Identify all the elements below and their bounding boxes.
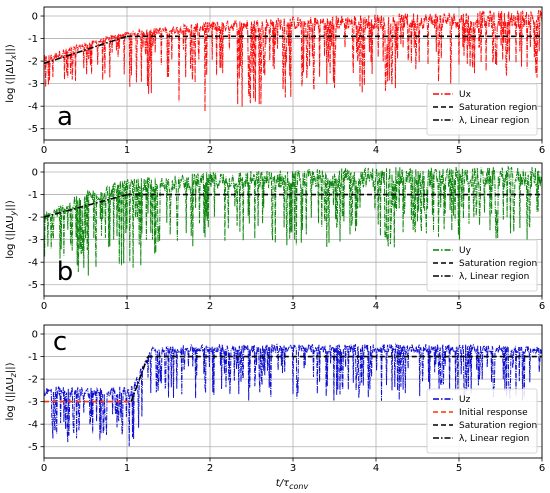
x-tick-label: 4 bbox=[373, 463, 379, 474]
chart-panel-b: 0 1 2 3 4 5 6 0 -1 -2 -3 -4 -5 log (||ΔUy||) b Uy Satura… bbox=[5, 162, 545, 312]
plot-area bbox=[44, 165, 542, 276]
x-tick-label: 6 bbox=[539, 301, 545, 312]
y-tick-label: -3 bbox=[28, 235, 38, 246]
x-tick-label: 5 bbox=[456, 301, 462, 312]
x-tick-label: 2 bbox=[207, 463, 213, 474]
x-tick-label: 6 bbox=[539, 463, 545, 474]
series-uy-line bbox=[44, 165, 542, 276]
series-line bbox=[44, 35, 128, 65]
legend-box bbox=[426, 83, 538, 136]
series-line bbox=[44, 193, 128, 218]
y-tick-label: -1 bbox=[28, 34, 38, 45]
series-ux-line bbox=[44, 10, 542, 112]
y-tick-label: -4 bbox=[28, 258, 38, 269]
legend-box bbox=[426, 239, 538, 292]
y-tick-label: -5 bbox=[28, 124, 38, 135]
x-tick-label: 6 bbox=[539, 145, 545, 156]
x-tick-label: 3 bbox=[290, 301, 296, 312]
legend-label: λ, Linear region bbox=[459, 272, 529, 282]
legend-label: Initial response bbox=[459, 408, 528, 418]
x-tick-label: 0 bbox=[41, 463, 47, 474]
legend-label: Ux bbox=[459, 90, 472, 100]
x-tick-label: 1 bbox=[124, 463, 130, 474]
x-tick-label: 2 bbox=[207, 301, 213, 312]
x-tick-label: 2 bbox=[207, 145, 213, 156]
y-tick-label: -2 bbox=[28, 375, 38, 386]
plot-area bbox=[44, 342, 542, 447]
x-tick-label: 1 bbox=[124, 301, 130, 312]
y-tick-label: 0 bbox=[32, 330, 38, 341]
y-axis-title: log (||ΔUy||) bbox=[5, 200, 18, 259]
y-tick-label: -1 bbox=[28, 352, 38, 363]
y-tick-label: -3 bbox=[28, 397, 38, 408]
legend-label: Uz bbox=[459, 395, 471, 405]
x-tick-label: 3 bbox=[290, 145, 296, 156]
x-tick-label: 4 bbox=[373, 301, 379, 312]
legend-box bbox=[426, 388, 538, 454]
x-tick-label: 0 bbox=[41, 301, 47, 312]
panel-letter: a bbox=[57, 102, 73, 132]
y-axis-title: log (||ΔUz||) bbox=[5, 362, 18, 420]
y-tick-label: -2 bbox=[28, 57, 38, 68]
x-tick-label: 1 bbox=[124, 145, 130, 156]
y-tick-label: 0 bbox=[32, 12, 38, 23]
legend-label: Saturation region bbox=[459, 259, 537, 269]
y-tick-label: 0 bbox=[32, 168, 38, 179]
plot-area bbox=[44, 10, 542, 112]
y-tick-label: -2 bbox=[28, 213, 38, 224]
panel-letter: c bbox=[53, 327, 67, 357]
y-tick-label: -5 bbox=[28, 442, 38, 453]
legend-label: λ, Linear region bbox=[459, 434, 529, 444]
x-tick-label: 4 bbox=[373, 145, 379, 156]
y-axis-title: log (||ΔUx||) bbox=[5, 44, 18, 103]
x-tick-label: 5 bbox=[456, 145, 462, 156]
x-tick-label: 0 bbox=[41, 145, 47, 156]
series-line bbox=[130, 356, 149, 402]
y-tick-label: -4 bbox=[28, 102, 38, 113]
legend-label: Saturation region bbox=[459, 103, 537, 113]
series-uz-line bbox=[44, 342, 542, 447]
y-tick-label: -3 bbox=[28, 79, 38, 90]
legend-label: Uy bbox=[459, 246, 472, 256]
panel-letter: b bbox=[57, 257, 74, 287]
legend-label: Saturation region bbox=[459, 421, 537, 431]
y-tick-label: -5 bbox=[28, 280, 38, 291]
y-tick-label: -4 bbox=[28, 420, 38, 431]
legend-label: λ, Linear region bbox=[459, 116, 529, 126]
x-axis-title: t/τconv bbox=[276, 478, 309, 491]
x-tick-label: 5 bbox=[456, 463, 462, 474]
chart-panel-c: 0 1 2 3 4 5 6 0 -1 -2 -3 -4 -5 log (||ΔUz||) c Uz Initia… bbox=[5, 324, 545, 474]
y-tick-label: -1 bbox=[28, 190, 38, 201]
x-tick-label: 3 bbox=[290, 463, 296, 474]
chart-panel-a: 0 1 2 3 4 5 6 0 -1 -2 -3 -4 -5 log (||ΔUx||) a Ux Satura… bbox=[5, 6, 545, 156]
